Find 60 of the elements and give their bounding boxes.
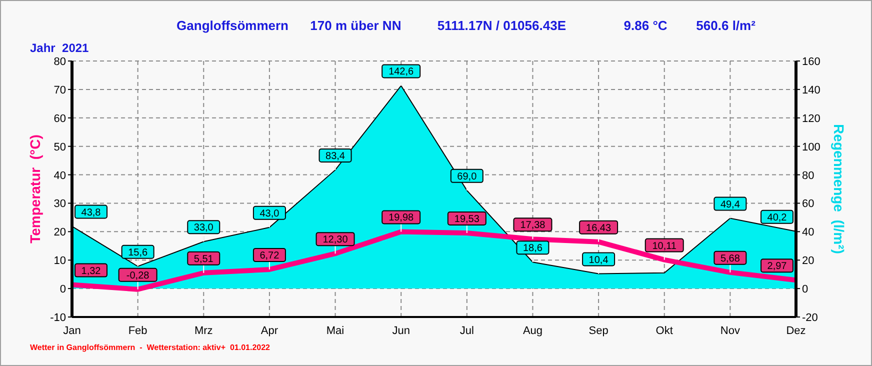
data-label: 17,38	[520, 220, 546, 232]
x-tick-label: Nov	[720, 325, 740, 337]
y2-tick-label: 100	[802, 141, 820, 154]
y-tick-label: 70	[54, 84, 66, 96]
y2-tick-label: 80	[802, 170, 814, 182]
data-label: 10,11	[652, 240, 677, 252]
data-label: -0,28	[126, 270, 150, 282]
x-tick-label: Sep	[588, 325, 608, 337]
data-label: 43,0	[260, 208, 280, 220]
y2-tick-label: -20	[802, 312, 818, 324]
data-label: 49,4	[720, 199, 740, 210]
data-label: 43,8	[81, 207, 102, 218]
data-label: 10,4	[588, 254, 609, 266]
y-tick-label: 30	[54, 198, 66, 210]
x-tick-label: Mrz	[194, 325, 213, 337]
data-label: 15,6	[128, 247, 148, 258]
data-label: 40,2	[767, 212, 788, 224]
data-label: 19,98	[388, 212, 414, 224]
x-tick-label: Mai	[326, 325, 344, 337]
data-label: 5,51	[194, 254, 214, 265]
x-tick-label: Aug	[522, 325, 543, 337]
data-label: 12,30	[322, 234, 348, 246]
y-tick-label: 10	[54, 255, 66, 268]
y2-axis-title: Regenmenge (l/m²)	[831, 124, 847, 254]
y2-tick-label: 20	[802, 255, 814, 268]
chart-subtitle: Jahr 2021	[30, 41, 90, 55]
y-tick-label: 40	[54, 170, 66, 182]
data-label: 1,32	[81, 266, 102, 277]
y2-tick-label: 160	[802, 56, 820, 68]
y2-tick-label: 40	[802, 226, 814, 239]
y2-tick-label: 140	[802, 84, 820, 96]
x-tick-label: Jun	[392, 325, 410, 337]
x-tick-label: Jul	[460, 325, 474, 337]
data-label: 142,6	[388, 66, 414, 78]
y2-tick-label: 60	[802, 198, 814, 210]
y-tick-label: -10	[50, 312, 66, 324]
x-tick-label: Feb	[128, 325, 148, 337]
data-label: 83,4	[326, 150, 346, 162]
y-tick-label: 60	[54, 112, 66, 125]
x-tick-label: Okt	[656, 325, 673, 337]
data-label: 69,0	[457, 171, 478, 182]
x-tick-label: Dez	[786, 325, 806, 337]
y2-tick-label: 120	[802, 112, 820, 125]
x-tick-label: Jan	[63, 325, 81, 337]
data-label: 6,72	[260, 250, 280, 262]
y-axis-title: Temperatur (°C)	[27, 134, 43, 244]
data-label: 19,53	[454, 214, 480, 226]
y-tick-label: 50	[54, 141, 66, 154]
text: Wetter in Gangloffsömmern - Wetterstation: aktiv+ 01.01.2022	[30, 343, 271, 352]
y-tick-label: 0	[60, 284, 66, 296]
data-label: 16,43	[586, 222, 612, 234]
data-label: 18,6	[522, 243, 543, 254]
y-tick-label: 20	[54, 226, 66, 239]
data-label: 2,97	[767, 261, 788, 272]
chart-title: Gangloffsömmern 170 m über NN 5111.17N / 01056.43E 9.86 °C 560.6 l/m²	[176, 18, 756, 33]
y-tick-label: 80	[54, 56, 66, 68]
y2-tick-label: 0	[802, 284, 808, 296]
data-label: 5,68	[720, 253, 740, 264]
x-tick-label: Apr	[260, 325, 278, 337]
data-label: 33,0	[194, 222, 214, 234]
